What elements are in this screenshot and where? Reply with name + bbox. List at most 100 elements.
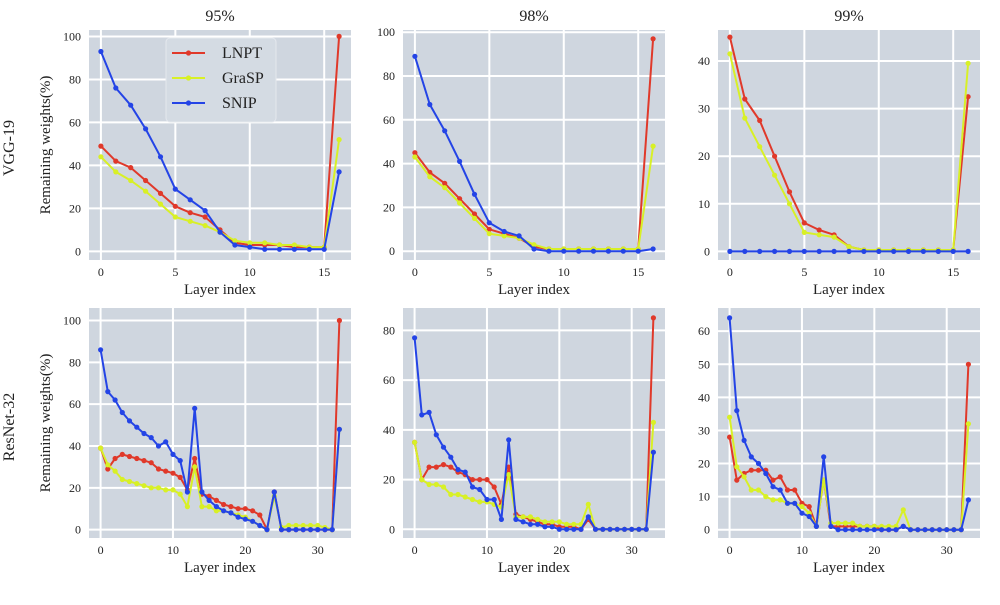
data-point-lnpt xyxy=(170,470,176,476)
data-point-snip xyxy=(462,469,468,475)
data-point-snip xyxy=(257,522,263,529)
data-point-snip xyxy=(242,516,248,522)
data-point-snip xyxy=(535,521,541,527)
data-point-snip xyxy=(247,244,253,250)
data-point-grasp xyxy=(433,481,439,488)
data-point-grasp xyxy=(112,468,118,474)
data-point-snip xyxy=(520,519,526,525)
data-point-snip xyxy=(549,524,555,530)
data-point-snip xyxy=(126,418,133,424)
data-point-grasp xyxy=(440,484,447,490)
data-point-grasp xyxy=(336,137,342,143)
data-point-snip xyxy=(278,527,285,533)
data-point-snip xyxy=(592,526,599,532)
data-point-lnpt xyxy=(801,220,807,226)
data-point-snip xyxy=(134,424,140,430)
x-tick-label: 30 xyxy=(312,543,324,557)
data-point-grasp xyxy=(262,240,268,246)
data-point-snip xyxy=(857,527,863,533)
data-point-snip xyxy=(905,248,912,254)
data-point-snip xyxy=(119,409,125,416)
data-point-snip xyxy=(950,248,956,254)
y-tick-label: 20 xyxy=(698,457,710,471)
data-point-grasp xyxy=(727,51,733,57)
data-point-snip xyxy=(734,408,740,414)
y-tick-label: 40 xyxy=(69,439,81,453)
data-point-snip xyxy=(433,432,439,438)
data-point-snip xyxy=(527,521,534,527)
x-tick-label: 15 xyxy=(318,265,330,279)
data-point-grasp xyxy=(192,464,198,470)
data-point-grasp xyxy=(786,201,793,207)
data-point-snip xyxy=(936,527,943,533)
data-point-snip xyxy=(650,246,656,252)
data-point-grasp xyxy=(770,497,776,503)
data-point-snip xyxy=(213,504,219,510)
y-tick-label: 20 xyxy=(383,200,395,214)
data-point-grasp xyxy=(757,144,763,150)
data-point-snip xyxy=(440,444,447,450)
y-tick-label: 80 xyxy=(69,355,81,369)
data-point-snip xyxy=(864,527,870,533)
y-tick-label: 100 xyxy=(63,29,81,43)
data-point-lnpt xyxy=(727,34,733,40)
data-point-grasp xyxy=(148,485,154,491)
data-point-lnpt xyxy=(119,451,125,457)
data-point-snip xyxy=(300,527,306,533)
data-point-grasp xyxy=(157,201,164,207)
data-point-grasp xyxy=(748,487,754,493)
data-point-lnpt xyxy=(187,210,193,216)
x-tick-label: 0 xyxy=(98,265,104,279)
data-point-snip xyxy=(965,248,971,254)
data-point-snip xyxy=(157,154,164,160)
panel-3: 0 5 10 15 0 10 20 30 40 99% Layer index xyxy=(698,8,980,298)
data-point-grasp xyxy=(412,439,418,445)
data-point-snip xyxy=(576,248,582,254)
y-tick-label: 60 xyxy=(383,373,395,387)
data-point-grasp xyxy=(535,516,541,523)
data-point-snip xyxy=(556,526,562,532)
data-point-snip xyxy=(629,526,635,532)
data-point-snip xyxy=(590,248,597,254)
data-point-snip xyxy=(484,496,490,503)
data-point-snip xyxy=(202,208,208,214)
data-point-snip xyxy=(770,484,776,490)
row-label-resnet32: ResNet-32 xyxy=(1,393,18,461)
data-point-grasp xyxy=(184,504,190,510)
data-point-lnpt xyxy=(440,462,447,468)
data-point-lnpt xyxy=(471,211,478,217)
data-point-lnpt xyxy=(965,361,972,367)
data-point-grasp xyxy=(163,487,169,493)
data-point-snip xyxy=(262,246,268,252)
data-point-snip xyxy=(564,526,570,532)
data-point-grasp xyxy=(501,233,507,239)
y-tick-label: 20 xyxy=(698,149,710,163)
data-point-snip xyxy=(98,48,104,55)
data-point-grasp xyxy=(846,244,852,250)
data-point-snip xyxy=(561,248,567,254)
data-point-grasp xyxy=(486,231,492,237)
data-point-lnpt xyxy=(755,467,762,473)
data-point-lnpt xyxy=(113,158,119,164)
data-point-lnpt xyxy=(448,464,454,470)
x-axis-label: Layer index xyxy=(498,560,571,576)
data-point-snip xyxy=(871,527,877,533)
data-point-snip xyxy=(442,128,448,134)
data-point-lnpt xyxy=(491,484,497,490)
x-tick-label: 15 xyxy=(947,265,959,279)
data-point-grasp xyxy=(170,487,176,493)
data-point-grasp xyxy=(213,508,219,514)
data-point-snip xyxy=(929,527,935,533)
x-axis-label: Layer index xyxy=(498,282,571,298)
panel-5: 0 10 20 30 0 20 40 60 80 Layer index xyxy=(383,308,665,576)
data-point-snip xyxy=(828,523,834,530)
panel-title: 99% xyxy=(834,8,863,25)
y-tick-label: 80 xyxy=(69,72,81,86)
data-point-grasp xyxy=(755,487,762,493)
data-point-lnpt xyxy=(242,506,248,512)
y-tick-label: 40 xyxy=(698,390,710,404)
data-point-grasp xyxy=(291,242,297,248)
y-tick-label: 30 xyxy=(698,102,710,116)
x-tick-label: 10 xyxy=(558,265,570,279)
